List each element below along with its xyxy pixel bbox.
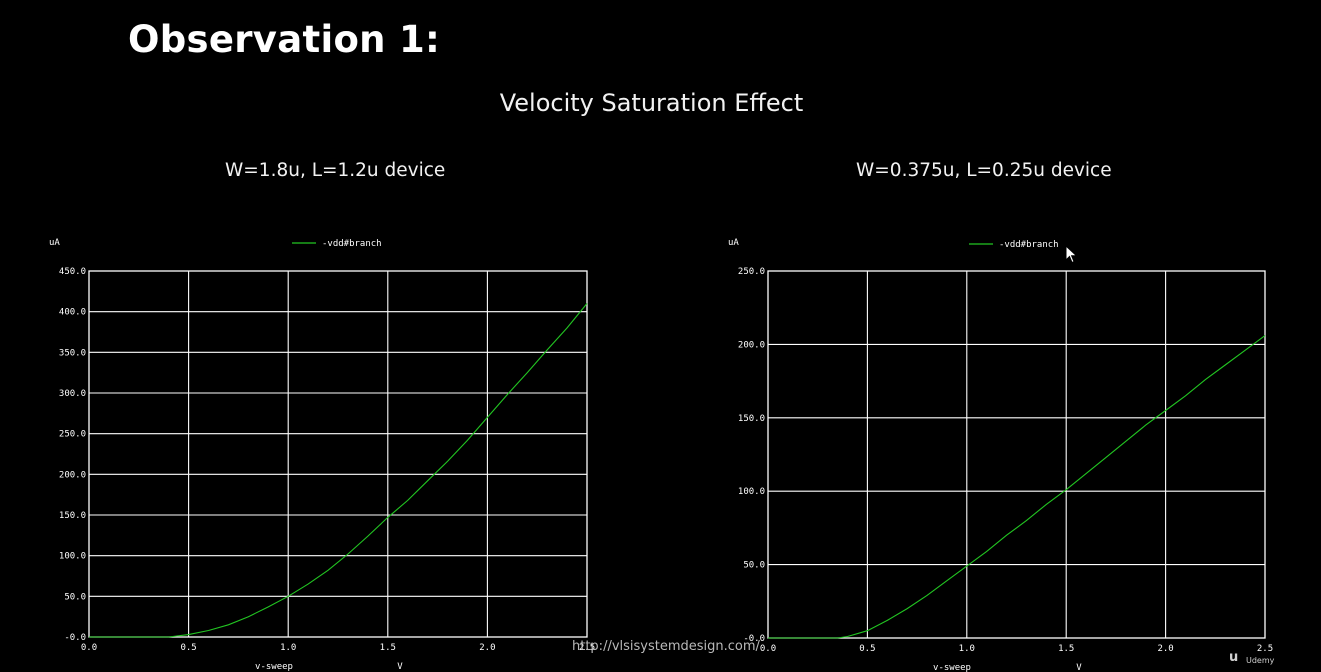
series-line bbox=[768, 335, 1266, 639]
arrow-pointer-icon bbox=[1065, 245, 1078, 264]
x-tick-label: 0.0 bbox=[81, 643, 97, 653]
y-tick-label: -0.0 bbox=[64, 633, 86, 643]
y-tick-label: 350.0 bbox=[59, 348, 86, 358]
plot-title-right: W=0.375u, L=0.25u device bbox=[856, 160, 1112, 181]
y-tick-label: 150.0 bbox=[59, 511, 86, 521]
slide-subtitle: Velocity Saturation Effect bbox=[499, 89, 804, 117]
plot-frame bbox=[88, 270, 588, 638]
legend-entry: -vdd#branch bbox=[322, 239, 382, 249]
plot-left-chart: 0.0 0.5 1.0 1.5 2.0 2.5 -0.0 50.0 100.0 150.0 200.… bbox=[49, 238, 595, 672]
y-tick-label: 100.0 bbox=[738, 487, 765, 497]
udemy-brand: Udemy bbox=[1246, 656, 1275, 665]
x-tick-label: 2.5 bbox=[1257, 644, 1273, 654]
series-line bbox=[89, 303, 588, 638]
y-axis-unit-label: uA bbox=[728, 238, 739, 248]
y-tick-label: 400.0 bbox=[59, 308, 86, 318]
y-tick-label: 450.0 bbox=[59, 267, 86, 277]
y-tick-label: 300.0 bbox=[59, 389, 86, 399]
y-axis-unit-label: uA bbox=[49, 238, 60, 248]
x-tick-label: 0.5 bbox=[180, 643, 196, 653]
x-axis-unit-label: V bbox=[397, 662, 403, 672]
slide-title: Observation 1: bbox=[128, 18, 441, 61]
x-tick-label: 2.0 bbox=[479, 643, 495, 653]
x-tick-label: 1.5 bbox=[380, 643, 396, 653]
x-axis-label: v-sweep bbox=[255, 662, 293, 672]
y-tick-label: 200.0 bbox=[59, 470, 86, 480]
udemy-logo-icon: u bbox=[1229, 650, 1239, 665]
legend-entry: -vdd#branch bbox=[999, 240, 1059, 250]
y-tick-label: 50.0 bbox=[743, 561, 765, 571]
y-tick-label: 250.0 bbox=[738, 267, 765, 277]
x-tick-label: 1.0 bbox=[959, 644, 975, 654]
x-tick-label: 2.0 bbox=[1157, 644, 1173, 654]
x-axis-label: v-sweep bbox=[933, 663, 971, 672]
x-tick-label: 0.5 bbox=[859, 644, 875, 654]
y-tick-label: -0.0 bbox=[743, 634, 765, 644]
x-tick-label: 1.0 bbox=[280, 643, 296, 653]
plot-title-left: W=1.8u, L=1.2u device bbox=[225, 160, 446, 181]
y-tick-label: 200.0 bbox=[738, 340, 765, 350]
x-tick-label: 0.0 bbox=[760, 644, 776, 654]
plot-frame bbox=[767, 270, 1266, 639]
y-tick-label: 100.0 bbox=[59, 552, 86, 562]
x-tick-label: 2.5 bbox=[579, 643, 595, 653]
x-tick-label: 1.5 bbox=[1058, 644, 1074, 654]
x-axis-unit-label: V bbox=[1076, 663, 1082, 672]
y-tick-label: 150.0 bbox=[738, 414, 765, 424]
y-tick-label: 250.0 bbox=[59, 430, 86, 440]
watermark-url: http://vlsisystemdesign.com/ bbox=[572, 639, 760, 654]
y-tick-label: 50.0 bbox=[64, 592, 86, 602]
